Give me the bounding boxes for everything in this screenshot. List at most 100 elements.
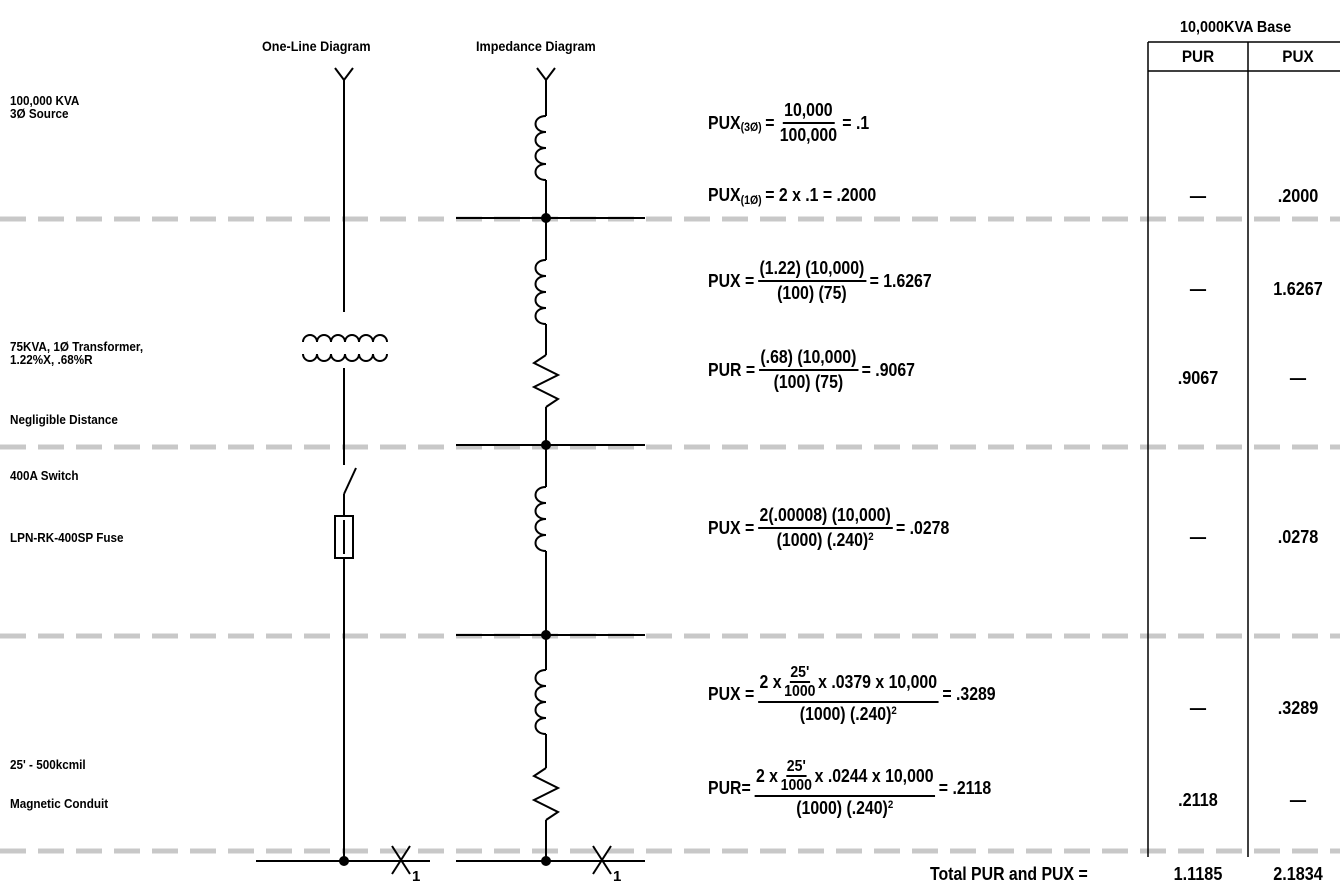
- equation-conductor-r: PUR= 2 x 25' 1000 x .0244 x 10,000 (1000)…: [708, 758, 991, 819]
- total-pur: 1.1185: [1173, 864, 1223, 884]
- eq7-denominator: (1000) (.240)2: [795, 797, 895, 819]
- eq3-denominator: (100) (75): [777, 283, 847, 303]
- eq3-result: = 1.6267: [869, 270, 932, 291]
- eq6-length-num: 25': [789, 664, 811, 683]
- eq7-length-num: 25': [785, 758, 807, 777]
- inductor-icon-source: [534, 115, 547, 181]
- eq6-denominator: (1000) (.240)2: [798, 703, 898, 725]
- eq2-lhs: PUX: [708, 185, 741, 205]
- fuse-label: LPN-RK-400SP Fuse: [10, 530, 124, 545]
- eq1-sub: (3Ø): [740, 120, 762, 134]
- negligible-distance-label: Negligible Distance: [10, 412, 118, 427]
- eq7-num-post: x .0244 x 10,000: [814, 765, 934, 786]
- equation-transformer-x: PUX = (1.22) (10,000) (100) (75) = 1.626…: [708, 258, 932, 304]
- row4-pur: —: [1189, 527, 1207, 547]
- equation-source-1ph: PUX (1Ø) = 2 x .1 = .2000: [708, 185, 877, 207]
- eq6-result: = .3289: [942, 684, 996, 704]
- eq7-length-den: 1000: [780, 777, 812, 794]
- column-header-pux: PUX: [1282, 47, 1314, 66]
- eq5-lhs: PUX =: [708, 517, 755, 538]
- transformer-label-line1: 75KVA, 1Ø Transformer,: [10, 339, 144, 354]
- one-line-fault-node: [339, 856, 349, 866]
- eq7-fraction: 2 x 25' 1000 x .0244 x 10,000 (1000) (.24…: [754, 758, 936, 819]
- row3-pur: .9067: [1177, 368, 1219, 388]
- eq5-fraction: 2(.00008) (10,000) (1000) (.240)2: [757, 505, 893, 551]
- eq6-numerator: 2 x 25' 1000 x .0379 x 10,000: [757, 664, 939, 703]
- section-separators: [0, 216, 1340, 854]
- eq3-lhs: PUX =: [708, 270, 755, 291]
- eq2-rest: = 2 x .1 = .2000: [765, 185, 877, 205]
- impedance-nodes: [541, 213, 551, 866]
- eq5-den-exp: 2: [868, 531, 874, 543]
- transformer-label-line2: 1.22%X, .68%R: [10, 352, 93, 367]
- imp-node-1: [541, 213, 551, 223]
- fault-x-icon-2b: [592, 845, 612, 875]
- equation-transformer-r: PUR = (.68) (10,000) (100) (75) = .9067: [708, 347, 915, 393]
- eq5-den-base: (1000) (.240): [776, 530, 869, 550]
- row1-pux: .2000: [1277, 186, 1319, 206]
- row5-pur: —: [1189, 698, 1207, 718]
- eq4-lhs: PUR =: [708, 359, 756, 380]
- row1-pur: —: [1189, 186, 1207, 206]
- row2-pux: 1.6267: [1273, 279, 1323, 299]
- eq2-sub: (1Ø): [740, 192, 762, 207]
- resistor-icon-transformer: [531, 354, 561, 408]
- fault-subscript-2: 1: [613, 868, 622, 885]
- table-rules: [1147, 41, 1340, 857]
- resistor-icon-conductor: [531, 767, 561, 821]
- eq6-length-den: 1000: [784, 683, 816, 700]
- eq6-num-post: x .0379 x 10,000: [818, 671, 938, 692]
- eq4-fraction: (.68) (10,000) (100) (75): [758, 347, 859, 393]
- equation-conductor-x: PUX = 2 x 25' 1000 x .0379 x 10,000 (1000…: [708, 664, 996, 725]
- row5-pux: .3289: [1277, 698, 1319, 718]
- fault-x-icon-1b: [391, 845, 411, 875]
- one-line-diagram: [256, 67, 430, 875]
- eq3-fraction: (1.22) (10,000) (100) (75): [757, 258, 867, 304]
- inductor-icon-transformer: [534, 259, 547, 325]
- transformer-primary-icon: [302, 334, 388, 343]
- row6-pux: —: [1289, 790, 1307, 810]
- transformer-secondary-icon: [302, 353, 388, 362]
- eq7-length-fraction: 25' 1000: [781, 758, 812, 794]
- impedance-diagram: [456, 67, 645, 875]
- eq7-numerator: 2 x 25' 1000 x .0244 x 10,000: [754, 758, 936, 797]
- eq1-numerator: 10,000: [782, 100, 835, 124]
- switch-label: 400A Switch: [10, 468, 79, 483]
- row6-pur: .2118: [1178, 790, 1218, 810]
- eq4-result: = .9067: [861, 359, 915, 380]
- source-label-line2: 3Ø Source: [10, 106, 69, 121]
- impedance-diagram-title: Impedance Diagram: [476, 38, 596, 54]
- row3-pux: —: [1289, 368, 1307, 388]
- inductor-icon-conductor: [534, 669, 547, 735]
- eq6-length-fraction: 25' 1000: [784, 664, 815, 700]
- imp-node-2: [541, 440, 551, 450]
- eq5-numerator: 2(.00008) (10,000): [757, 505, 893, 529]
- eq7-den-base: (1000) (.240): [796, 798, 888, 818]
- eq7-result: = .2118: [938, 778, 992, 798]
- eq5-result: = .0278: [896, 517, 950, 538]
- imp-node-3: [541, 630, 551, 640]
- eq6-num-pre: 2 x: [759, 671, 782, 692]
- eq1-lhs: PUX: [708, 112, 741, 133]
- impedance-source-arrow-icon: [536, 67, 556, 82]
- eq7-den-exp: 2: [887, 799, 894, 811]
- equation-source-3ph: PUX (3Ø) = 10,000 100,000 = .1: [708, 100, 869, 146]
- one-line-diagram-title: One-Line Diagram: [262, 38, 371, 54]
- eq1-fraction: 10,000 100,000: [778, 100, 839, 146]
- conduit-label: Magnetic Conduit: [10, 796, 109, 811]
- fault-subscript-1: 1: [412, 868, 421, 885]
- eq4-denominator: (100) (75): [773, 372, 844, 392]
- imp-fault-node: [541, 856, 551, 866]
- column-header-pur: PUR: [1181, 47, 1215, 66]
- eq5-denominator: (1000) (.240)2: [775, 529, 875, 551]
- row4-pux: .0278: [1277, 527, 1319, 547]
- conductor-label: 25' - 500kcmil: [10, 757, 86, 772]
- equation-switch-x: PUX = 2(.00008) (10,000) (1000) (.240)2 …: [708, 505, 949, 551]
- source-arrow-icon: [334, 67, 354, 82]
- eq6-den-exp: 2: [891, 705, 897, 717]
- total-label: Total PUR and PUX =: [930, 864, 1088, 884]
- switch-blade-icon: [343, 467, 357, 495]
- eq1-result: = .1: [842, 112, 870, 133]
- row2-pur: —: [1189, 279, 1207, 299]
